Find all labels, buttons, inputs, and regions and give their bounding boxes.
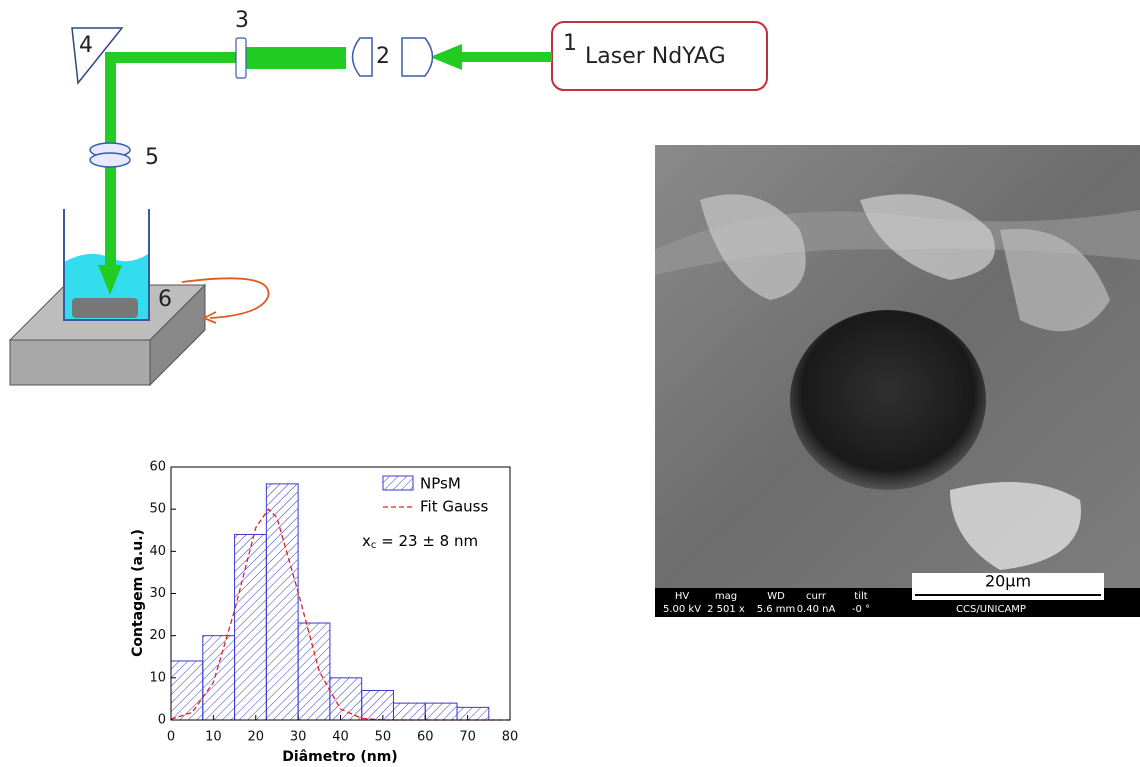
label: 4 — [79, 33, 93, 58]
legend-swatch — [383, 476, 413, 490]
label: 3 — [235, 8, 249, 33]
element — [236, 38, 246, 78]
x-tick-label: 20 — [247, 730, 264, 745]
legend-label: Fit Gauss — [420, 498, 488, 516]
bar — [235, 534, 267, 720]
info-header: curr — [806, 591, 827, 602]
y-tick-label: 0 — [158, 713, 166, 728]
info-value: 0.40 nA — [797, 604, 836, 615]
info-value: 5.6 mm — [757, 604, 796, 615]
lens — [402, 38, 433, 76]
bar — [203, 636, 235, 720]
setup-diagram: 1 Laser NdYAG 2 3 4 5 6 — [10, 8, 767, 385]
beam — [105, 52, 246, 63]
x-axis-label: Diâmetro (nm) — [282, 749, 397, 765]
figure: 1 Laser NdYAG 2 3 4 5 6 — [0, 0, 1140, 767]
info-header: WD — [767, 591, 785, 602]
info-header: mag — [715, 591, 737, 602]
y-tick-label: 30 — [149, 586, 166, 601]
footer: CCS/UNICAMP — [956, 604, 1026, 615]
annotation-rest: = 23 ± 8 nm — [376, 532, 478, 550]
y-tick-label: 60 — [149, 460, 166, 475]
label: 5 — [145, 145, 159, 170]
x-tick-label: 30 — [290, 730, 307, 745]
annotation: xc = 23 ± 8 nm — [362, 532, 478, 552]
arrow — [430, 44, 462, 70]
label: 2 — [376, 44, 390, 69]
legend-label: NPsM — [420, 475, 461, 493]
scale-label: 20μm — [985, 572, 1031, 591]
bar — [393, 703, 425, 720]
y-tick-label: 40 — [149, 544, 166, 559]
y-tick-label: 20 — [149, 628, 166, 643]
x-tick-label: 40 — [332, 730, 349, 745]
label: 1 — [563, 31, 577, 56]
lens — [90, 153, 130, 167]
info-value: -0 ° — [852, 604, 870, 615]
bar — [457, 707, 489, 720]
x-tick-label: 60 — [417, 730, 434, 745]
crater — [790, 310, 986, 490]
x-tick-label: 80 — [502, 730, 519, 745]
y-tick-label: 50 — [149, 502, 166, 517]
annotation-text: x — [362, 532, 371, 550]
info-header: HV — [675, 591, 690, 602]
y-axis-label: Contagem (a.u.) — [130, 529, 146, 657]
platform-front — [10, 340, 150, 385]
x-tick-label: 0 — [167, 730, 175, 745]
bar — [362, 690, 394, 720]
beam — [105, 210, 116, 270]
x-tick-label: 70 — [459, 730, 476, 745]
sem-image: 20μm CCS/UNICAMP — [655, 145, 1140, 617]
bar — [266, 484, 298, 720]
label: 6 — [158, 287, 172, 312]
bar — [425, 703, 457, 720]
info-value: 5.00 kV — [663, 604, 701, 615]
x-tick-label: 50 — [375, 730, 392, 745]
info-value: 2 501 x — [707, 604, 745, 615]
beam — [455, 52, 552, 62]
sample — [72, 298, 138, 318]
bar — [298, 623, 330, 720]
beam — [246, 47, 346, 69]
y-tick-label: 10 — [149, 670, 166, 685]
bar — [171, 661, 203, 720]
histogram: Diâmetro (nm) Contagem (a.u.) xc = 23 ± … — [130, 460, 518, 766]
laser-label: Laser NdYAG — [585, 44, 726, 69]
x-tick-label: 10 — [205, 730, 222, 745]
info-header: tilt — [854, 591, 867, 602]
lens — [353, 38, 373, 76]
